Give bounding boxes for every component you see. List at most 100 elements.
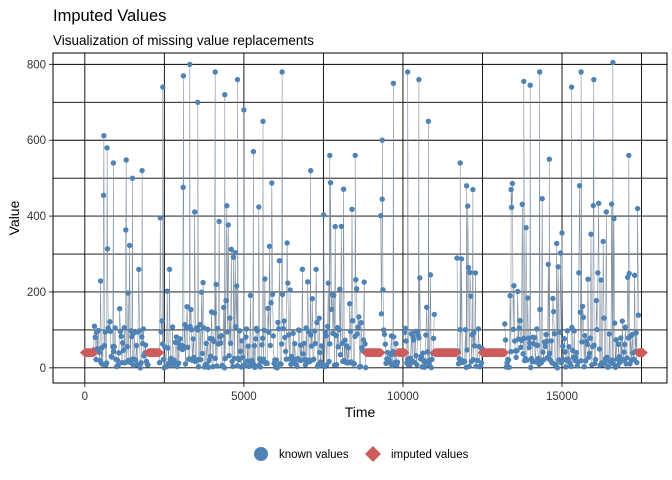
known-value-point [505, 357, 512, 363]
known-value-point [475, 326, 482, 332]
known-value-point [104, 145, 110, 151]
known-value-point [261, 327, 267, 333]
known-value-point [352, 152, 358, 159]
known-value-point [526, 344, 532, 351]
known-value-point [195, 327, 201, 333]
known-value-point [184, 304, 190, 310]
known-value-point [100, 192, 107, 198]
imputed-value-point [499, 348, 510, 358]
known-value-point [357, 363, 364, 370]
known-value-point [557, 250, 564, 256]
y-tick-label: 800 [27, 59, 46, 71]
x-tick-label: 10000 [387, 391, 419, 403]
known-value-point [250, 148, 257, 155]
known-value-point [550, 308, 557, 315]
known-value-point [624, 355, 630, 361]
known-value-point [188, 327, 195, 333]
known-value-point [581, 364, 587, 370]
legend-label-known-values: known values [279, 449, 349, 461]
imputed-values-points [79, 348, 648, 358]
known-value-point [206, 357, 212, 364]
known-value-point [222, 92, 228, 98]
known-value-point [391, 334, 397, 340]
known-value-point [241, 107, 247, 113]
known-value-point [203, 340, 209, 347]
known-value-point [205, 364, 212, 371]
known-value-point [342, 337, 348, 343]
known-value-point [539, 196, 545, 202]
known-value-point [112, 325, 118, 331]
known-value-point [237, 348, 244, 354]
known-value-point [580, 314, 587, 320]
known-value-point [327, 341, 333, 347]
known-value-point [428, 364, 434, 371]
known-value-point [287, 287, 293, 293]
chart-title: Imputed Values [53, 7, 167, 25]
known-value-point [587, 335, 593, 341]
known-value-point [285, 280, 291, 286]
known-value-point [224, 203, 230, 209]
known-value-point [110, 348, 117, 355]
known-value-point [471, 343, 478, 349]
known-value-point [323, 333, 329, 339]
known-value-point [294, 363, 300, 370]
known-value-point [544, 338, 550, 344]
known-value-point [596, 346, 603, 352]
known-value-point [121, 325, 128, 331]
known-value-point [116, 350, 122, 356]
known-value-point [457, 160, 463, 166]
known-value-point [631, 356, 637, 362]
known-value-point [237, 328, 243, 334]
known-value-point [594, 326, 600, 333]
known-value-point [165, 345, 171, 351]
known-value-point [604, 354, 610, 360]
known-value-point [326, 358, 332, 365]
imputed-value-point [399, 348, 410, 358]
known-value-point [275, 319, 281, 326]
known-value-point [319, 343, 325, 349]
known-value-point [573, 355, 579, 361]
known-value-point [462, 327, 469, 333]
imputed-value-point [637, 348, 648, 358]
known-value-point [551, 331, 558, 337]
known-value-point [123, 157, 129, 163]
known-value-point [290, 330, 296, 336]
known-value-point [221, 304, 227, 311]
known-value-point [345, 345, 351, 351]
known-value-point [142, 342, 149, 348]
known-value-point [502, 337, 509, 343]
known-value-point [157, 215, 163, 221]
known-value-point [280, 325, 286, 332]
known-value-point [107, 319, 113, 325]
known-value-point [602, 360, 608, 366]
known-value-point [222, 355, 228, 362]
known-value-point [212, 355, 218, 362]
known-value-point [273, 357, 280, 363]
known-value-point [109, 354, 115, 360]
known-value-point [233, 324, 239, 330]
known-value-point [454, 255, 460, 261]
known-value-point [245, 343, 251, 349]
known-value-point [243, 334, 249, 340]
known-value-point [337, 286, 343, 292]
known-values-points [91, 59, 642, 371]
known-value-point [528, 364, 534, 371]
known-value-point [187, 61, 193, 68]
known-value-point [243, 326, 250, 332]
known-value-point [358, 320, 364, 326]
known-value-point [584, 341, 590, 348]
known-value-point [292, 341, 298, 347]
known-value-point [266, 329, 272, 335]
known-value-point [240, 354, 246, 361]
known-value-point [324, 323, 331, 330]
known-value-point [516, 325, 522, 331]
known-value-point [279, 291, 286, 298]
known-value-point [363, 364, 369, 371]
known-value-point [598, 277, 604, 283]
known-value-point [114, 357, 121, 363]
known-value-point [425, 118, 432, 125]
known-value-point [300, 351, 306, 357]
known-value-point [381, 331, 388, 337]
known-value-point [223, 297, 229, 304]
known-value-point [284, 240, 290, 246]
